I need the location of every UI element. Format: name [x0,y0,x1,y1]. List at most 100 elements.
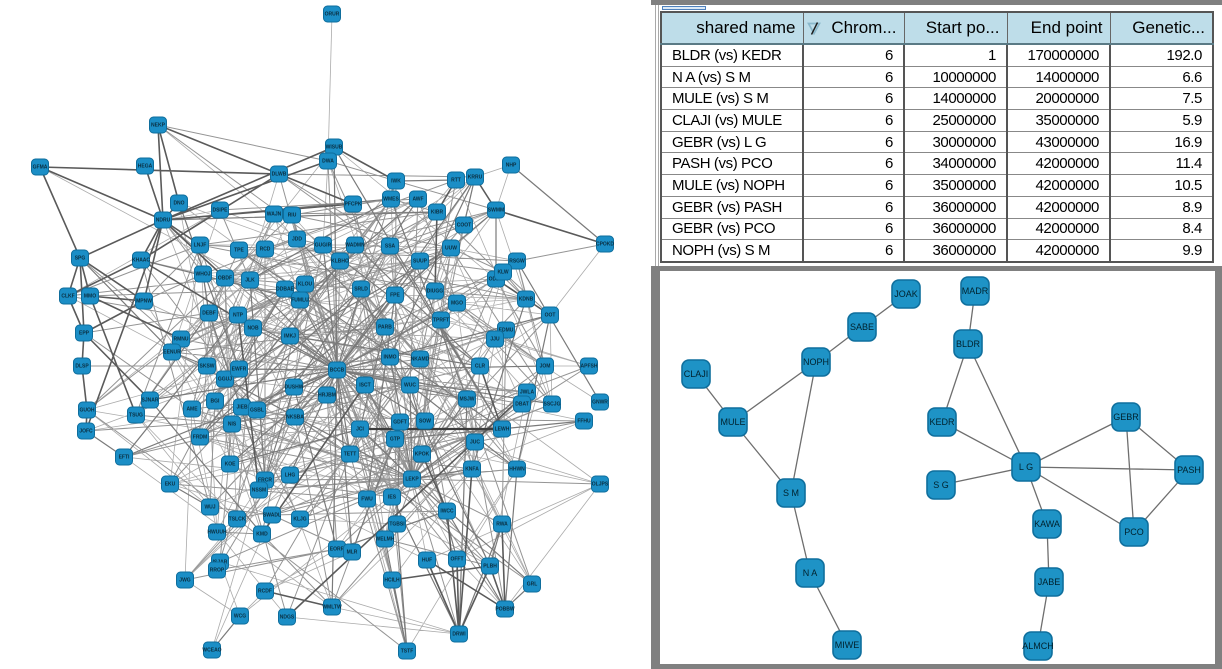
svg-text:BLDR: BLDR [956,339,981,349]
svg-text:ORUR: ORUR [325,12,340,18]
svg-text:RCDF: RCDF [258,589,272,595]
svg-text:RCD: RCD [260,247,271,253]
svg-text:SSA: SSA [385,244,396,250]
svg-text:JOFC: JOFC [79,429,93,435]
svg-text:GFMA: GFMA [33,165,48,171]
svg-text:KRRU: KRRU [468,175,483,181]
svg-text:WCEAO: WCEAO [202,648,221,654]
svg-text:WMLTW: WMLTW [322,605,342,611]
svg-text:NDRU: NDRU [156,218,171,224]
svg-text:KIBR: KIBR [431,210,444,216]
svg-text:RSGW: RSGW [509,259,525,265]
svg-text:GUOH: GUOH [80,408,95,414]
svg-text:TETT: TETT [344,452,357,458]
svg-text:HWUUH: HWUUH [207,530,227,536]
svg-text:JUC: JUC [470,440,480,446]
svg-text:KPOK: KPOK [415,452,430,458]
svg-text:HRJBM: HRJBM [318,393,336,399]
svg-text:JJU: JJU [490,337,500,343]
svg-text:HUF: HUF [422,558,432,564]
svg-text:UUW: UUW [445,246,457,252]
svg-text:KEDR: KEDR [929,417,955,427]
svg-text:NDGS: NDGS [280,615,295,621]
svg-text:RROP: RROP [210,568,225,574]
svg-text:KAWA: KAWA [1034,519,1060,529]
svg-text:OBDF: OBDF [218,276,232,282]
svg-text:EPP: EPP [79,331,90,337]
svg-text:COOT: COOT [457,223,471,229]
svg-text:NOB: NOB [247,326,259,332]
svg-text:KDNB: KDNB [519,297,534,303]
svg-text:WUJ: WUJ [204,505,215,511]
svg-text:FPE: FPE [390,293,400,299]
svg-text:POBBW: POBBW [495,607,514,613]
svg-text:TSTF: TSTF [401,649,414,655]
svg-text:MGO: MGO [451,301,463,307]
svg-text:S M: S M [783,488,799,498]
svg-text:GUGIR: GUGIR [315,243,332,249]
svg-text:WMES: WMES [383,197,399,203]
svg-text:NOPH: NOPH [803,357,829,367]
svg-text:JWG: JWG [179,578,191,584]
svg-text:GRL: GRL [527,582,538,588]
svg-text:CLKF: CLKF [61,294,74,300]
svg-text:NIS: NIS [228,422,237,428]
svg-text:WAJN: WAJN [267,212,282,218]
svg-text:PCO: PCO [1124,527,1144,537]
svg-text:DSIPE: DSIPE [212,208,228,214]
svg-text:TSLCK: TSLCK [229,517,246,523]
svg-text:IES: IES [388,495,397,501]
svg-text:JWLA: JWLA [520,390,535,396]
svg-text:JIEB: JIEB [236,405,248,411]
svg-text:JCI: JCI [356,427,364,433]
svg-text:FWU: FWU [361,497,373,503]
svg-text:MLR: MLR [347,550,358,556]
svg-text:MADR: MADR [962,286,989,296]
svg-text:SRLD: SRLD [354,287,368,293]
svg-text:WELMH: WELMH [376,537,395,543]
svg-text:WUC: WUC [404,383,416,389]
svg-text:WHOJ: WHOJ [196,272,211,278]
svg-text:PARB: PARB [378,325,392,331]
svg-text:EENUR: EENUR [163,350,181,356]
svg-text:KOE: KOE [225,462,237,468]
svg-text:MPNW: MPNW [136,299,152,305]
svg-text:DUSHW: DUSHW [285,385,304,391]
svg-text:PASH: PASH [1177,465,1201,475]
svg-text:NEKP: NEKP [151,123,166,129]
svg-text:PFCPK: PFCPK [345,202,362,208]
svg-text:KLJG: KLJG [293,517,306,523]
svg-text:SWMM: SWMM [488,208,504,214]
svg-text:TSUG: TSUG [129,413,143,419]
svg-text:L G: L G [1019,462,1033,472]
svg-text:TGBSI: TGBSI [389,522,405,528]
svg-text:OOT: OOT [545,313,556,319]
svg-text:IWCC: IWCC [440,509,454,515]
svg-text:KLOU: KLOU [298,282,313,288]
svg-text:SPG: SPG [75,256,86,262]
svg-text:JOM: JOM [540,364,551,370]
svg-text:OLJPS: OLJPS [592,482,609,488]
svg-text:SOW: SOW [419,419,431,425]
svg-text:AME: AME [186,407,198,413]
svg-text:NSSM: NSSM [252,488,266,494]
svg-text:MMO: MMO [84,294,96,300]
svg-text:FRDM: FRDM [193,435,207,441]
svg-text:DBAT: DBAT [515,402,529,408]
svg-text:EWFR: EWFR [232,367,247,373]
svg-text:HHWN: HHWN [509,467,525,473]
svg-text:GEBR: GEBR [1113,412,1139,422]
svg-text:SUUP: SUUP [413,259,428,265]
svg-text:MIWE: MIWE [835,640,860,650]
svg-text:DLWB: DLWB [272,172,287,178]
svg-text:FFHU: FFHU [577,419,591,425]
svg-text:RWA: RWA [496,522,508,528]
svg-text:WADMN: WADMN [345,243,365,249]
svg-text:BGI: BGI [211,399,221,405]
svg-text:CLR: CLR [475,364,486,370]
svg-text:GNWR: GNWR [592,400,608,406]
svg-text:PLBH: PLBH [483,564,497,570]
svg-text:KLW: KLW [497,270,508,276]
svg-text:ALMCH: ALMCH [1022,641,1054,651]
svg-text:JLK: JLK [245,278,255,284]
